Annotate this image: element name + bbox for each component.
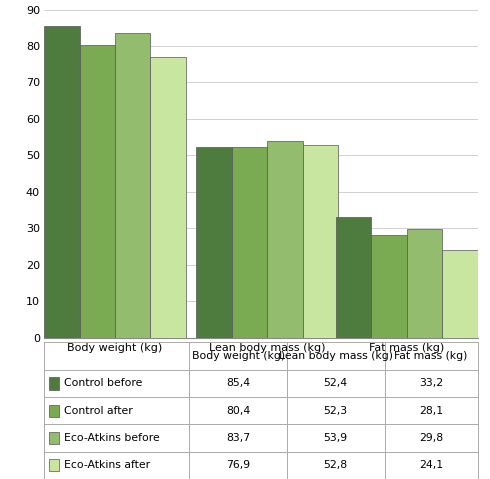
Bar: [196, 147, 232, 338]
Text: 29,8: 29,8: [419, 433, 443, 443]
Text: Body weight (kg): Body weight (kg): [192, 351, 285, 361]
Text: Fat mass (kg): Fat mass (kg): [394, 351, 468, 361]
Bar: [267, 141, 303, 338]
Text: 85,4: 85,4: [226, 378, 250, 388]
Text: 53,9: 53,9: [324, 433, 348, 443]
Bar: [44, 26, 79, 338]
Text: Control after: Control after: [64, 406, 133, 416]
Text: 24,1: 24,1: [419, 460, 443, 470]
Text: Control before: Control before: [64, 378, 143, 388]
Bar: [49, 405, 59, 417]
Text: 52,3: 52,3: [324, 406, 348, 416]
Bar: [150, 57, 186, 338]
Text: 83,7: 83,7: [226, 433, 250, 443]
Text: Eco-Atkins after: Eco-Atkins after: [64, 460, 150, 470]
Text: 52,4: 52,4: [324, 378, 348, 388]
Bar: [232, 147, 267, 338]
Text: 52,8: 52,8: [324, 460, 348, 470]
Bar: [79, 45, 115, 338]
Text: 33,2: 33,2: [419, 378, 443, 388]
Text: 76,9: 76,9: [226, 460, 250, 470]
Bar: [371, 235, 407, 338]
Bar: [336, 217, 371, 338]
Bar: [442, 250, 478, 338]
Bar: [115, 33, 150, 338]
Bar: [49, 377, 59, 389]
Text: Eco-Atkins before: Eco-Atkins before: [64, 433, 160, 443]
Bar: [49, 459, 59, 471]
Bar: [49, 432, 59, 444]
Bar: [407, 229, 442, 338]
Text: 28,1: 28,1: [419, 406, 443, 416]
Text: 80,4: 80,4: [226, 406, 250, 416]
Text: Lean body mass (kg): Lean body mass (kg): [279, 351, 392, 361]
Bar: [303, 145, 338, 338]
